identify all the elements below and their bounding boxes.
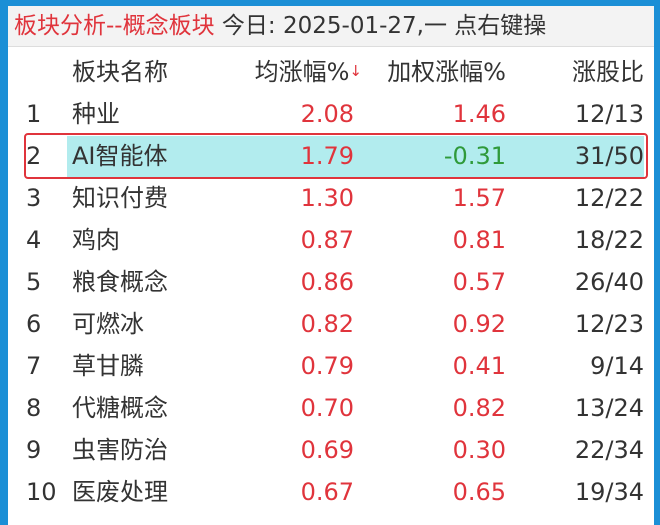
weighted-change: 0.82: [452, 394, 506, 422]
rise-ratio: 18/22: [574, 226, 644, 254]
avg-change: 0.70: [300, 394, 354, 422]
rise-ratio: 13/24: [574, 394, 644, 422]
sector-name: 医废处理: [72, 478, 168, 506]
avg-change: 0.82: [300, 310, 354, 338]
weighted-change: 1.46: [452, 100, 506, 128]
table-row[interactable]: 4 鸡肉 0.87 0.81 18/22: [8, 219, 654, 261]
table-row[interactable]: 2 AI智能体 1.79 -0.31 31/50: [8, 135, 654, 177]
sector-name: 知识付费: [72, 184, 168, 212]
panel-title: 板块分析--概念板块: [14, 13, 215, 39]
sector-panel: 板块分析--概念板块 今日: 2025-01-27,一 点右键操 板块名称 均涨…: [8, 6, 654, 525]
avg-change: 0.87: [300, 226, 354, 254]
row-index: 8: [26, 394, 42, 422]
header-name[interactable]: 板块名称: [72, 58, 168, 86]
sector-name: 代糖概念: [72, 394, 168, 422]
weighted-change: 1.57: [452, 184, 506, 212]
sector-name: 草甘膦: [72, 352, 144, 380]
rise-ratio: 31/50: [574, 142, 644, 170]
table-row[interactable]: 6 可燃冰 0.82 0.92 12/23: [8, 303, 654, 345]
rise-ratio: 22/34: [574, 436, 644, 464]
sector-name: 种业: [72, 100, 120, 128]
sector-name: 鸡肉: [72, 226, 120, 254]
avg-change: 0.79: [300, 352, 354, 380]
selection-annotation-box: [24, 133, 648, 179]
row-index: 9: [26, 436, 42, 464]
table-row[interactable]: 9 虫害防治 0.69 0.30 22/34: [8, 429, 654, 471]
date-info: 今日: 2025-01-27,一 点右键操: [221, 13, 547, 39]
selected-row-highlight: [67, 136, 644, 177]
table-row[interactable]: 1 种业 2.08 1.46 12/13: [8, 93, 654, 135]
table-row[interactable]: 8 代糖概念 0.70 0.82 13/24: [8, 387, 654, 429]
header-ratio[interactable]: 涨股比: [572, 58, 644, 86]
row-index: 2: [26, 142, 42, 170]
table-row[interactable]: 10 医废处理 0.67 0.65 19/34: [8, 471, 654, 513]
rise-ratio: 12/22: [574, 184, 644, 212]
table-row[interactable]: 7 草甘膦 0.79 0.41 9/14: [8, 345, 654, 387]
sort-desc-icon: ↓: [349, 62, 362, 80]
weighted-change: 0.57: [452, 268, 506, 296]
rise-ratio: 12/23: [574, 310, 644, 338]
rise-ratio: 12/13: [574, 100, 644, 128]
weighted-change: 0.30: [452, 436, 506, 464]
title-bar: 板块分析--概念板块 今日: 2025-01-27,一 点右键操: [8, 6, 654, 47]
row-index: 7: [26, 352, 42, 380]
sector-name: 可燃冰: [72, 310, 144, 338]
avg-change: 0.69: [300, 436, 354, 464]
row-index: 4: [26, 226, 42, 254]
avg-change: 0.86: [300, 268, 354, 296]
avg-change: 1.79: [300, 142, 354, 170]
table-header: 板块名称 均涨幅%↓ 加权涨幅% 涨股比: [8, 51, 654, 93]
rise-ratio: 19/34: [574, 478, 644, 506]
sector-name: 虫害防治: [72, 436, 168, 464]
sector-name: AI智能体: [72, 142, 168, 170]
row-index: 3: [26, 184, 42, 212]
header-avg[interactable]: 均涨幅%↓: [255, 51, 362, 96]
row-index: 1: [26, 100, 42, 128]
rise-ratio: 26/40: [574, 268, 644, 296]
avg-change: 0.67: [300, 478, 354, 506]
table-row[interactable]: 5 粮食概念 0.86 0.57 26/40: [8, 261, 654, 303]
header-avg-label: 均涨幅%: [254, 58, 350, 86]
weighted-change: 0.41: [452, 352, 506, 380]
weighted-change: -0.31: [443, 142, 506, 170]
weighted-change: 0.81: [452, 226, 506, 254]
sector-name: 粮食概念: [72, 268, 168, 296]
table-row[interactable]: 3 知识付费 1.30 1.57 12/22: [8, 177, 654, 219]
row-index: 6: [26, 310, 42, 338]
header-weighted[interactable]: 加权涨幅%: [387, 58, 506, 86]
row-index: 10: [26, 478, 57, 506]
weighted-change: 0.65: [452, 478, 506, 506]
weighted-change: 0.92: [452, 310, 506, 338]
rise-ratio: 9/14: [590, 352, 644, 380]
avg-change: 2.08: [300, 100, 354, 128]
row-index: 5: [26, 268, 42, 296]
avg-change: 1.30: [300, 184, 354, 212]
